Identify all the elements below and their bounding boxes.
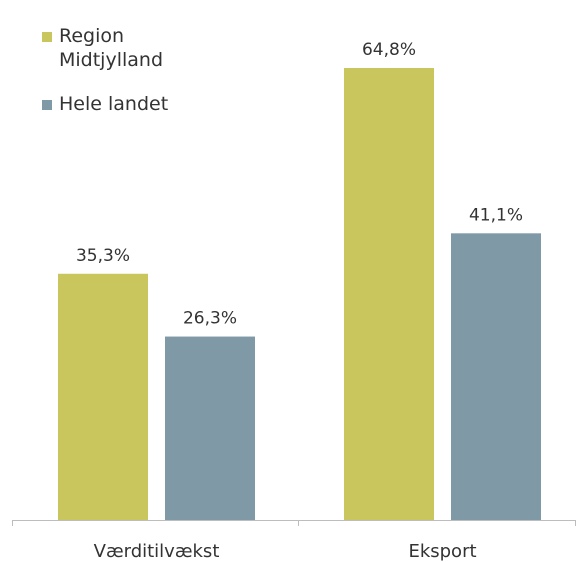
bar-1-0 [165, 336, 255, 520]
bar-0-0 [58, 273, 148, 520]
x-tick-label-0: Værditilvækst [94, 541, 220, 562]
data-label-1-0: 26,3% [183, 309, 237, 329]
x-tick-label-1: Eksport [408, 541, 476, 562]
data-label-0-0: 35,3% [76, 246, 130, 266]
legend-label-0-0: Region [59, 25, 124, 47]
bar-1-1 [451, 233, 541, 520]
data-label-1-1: 41,1% [469, 205, 523, 225]
legend-label-1-0: Hele landet [59, 93, 168, 115]
data-label-0-1: 64,8% [362, 40, 416, 60]
legend-swatch-1 [42, 100, 52, 110]
bar-0-1 [344, 68, 434, 520]
legend-swatch-0 [42, 32, 52, 42]
legend-label-0-1: Midtjylland [59, 49, 163, 71]
